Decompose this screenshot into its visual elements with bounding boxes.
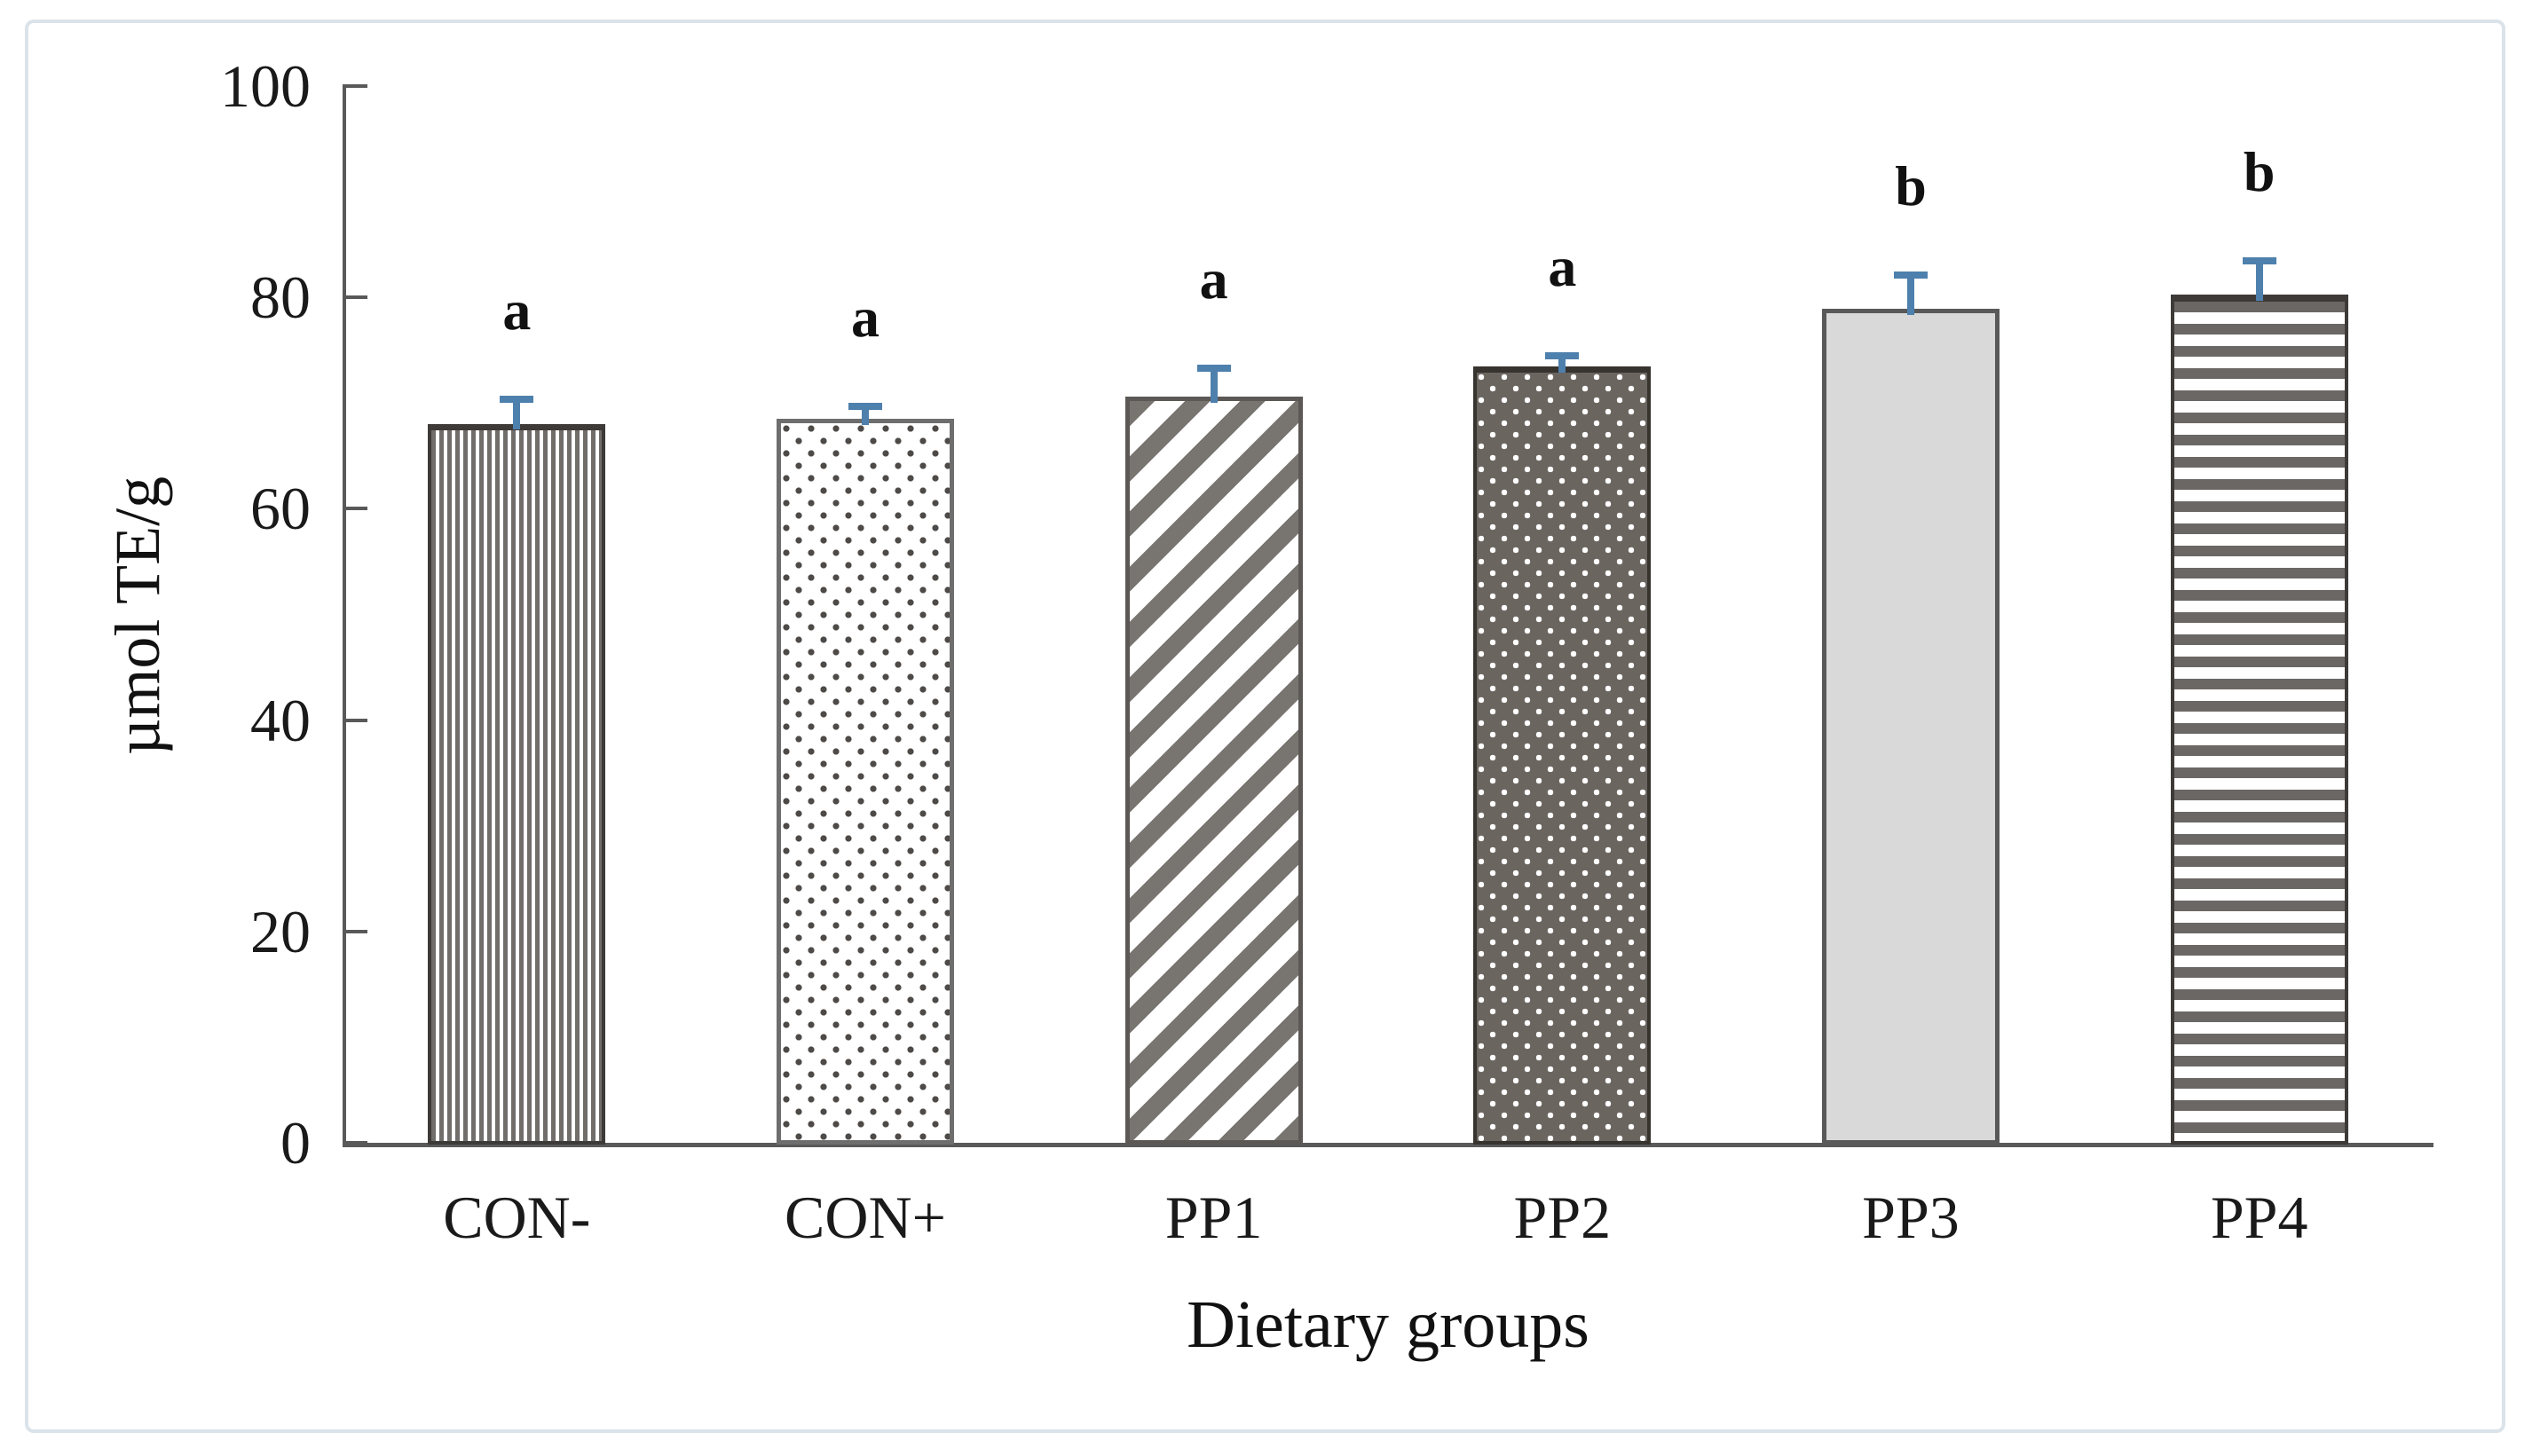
x-axis-line [343, 1143, 2433, 1147]
y-tick-label: 60 [250, 475, 311, 543]
y-tick-label: 80 [250, 264, 311, 332]
significance-letter: a [851, 285, 879, 349]
y-tick [346, 295, 367, 300]
y-axis-line [343, 84, 346, 1146]
error-bar-cap [1545, 351, 1580, 359]
y-tick-label: 0 [280, 1109, 311, 1177]
y-tick [346, 84, 367, 88]
error-bar-stem [2255, 260, 2263, 302]
bar-con [777, 418, 954, 1145]
significance-letter: a [1548, 234, 1577, 298]
bar-pp2 [1473, 366, 1652, 1145]
bar-con [428, 423, 606, 1145]
error-bar-stem [862, 405, 869, 425]
error-bar-stem [1210, 367, 1218, 403]
error-bar-stem [1558, 355, 1566, 374]
significance-letter: b [1895, 154, 1927, 218]
bar-pp4 [2170, 295, 2348, 1145]
y-tick-label: 40 [250, 686, 311, 754]
category-label-con: CON+ [785, 1184, 946, 1251]
significance-letter: a [1199, 247, 1228, 311]
error-bar-cap [500, 395, 534, 403]
y-tick-label: 100 [220, 52, 311, 120]
y-tick [346, 929, 367, 933]
y-tick [346, 1141, 367, 1145]
significance-letter: b [2243, 139, 2276, 203]
category-label-con: CON- [443, 1184, 591, 1251]
category-label-pp2: PP2 [1513, 1184, 1612, 1251]
error-bar-cap [1894, 272, 1928, 279]
bar-pp3 [1822, 308, 2000, 1145]
error-bar-stem [1907, 275, 1914, 315]
significance-letter: a [502, 278, 532, 342]
y-tick-label: 20 [250, 897, 311, 965]
error-bar-cap [848, 402, 882, 410]
category-label-pp4: PP4 [2210, 1184, 2308, 1251]
category-label-pp3: PP3 [1862, 1184, 1960, 1251]
category-label-pp1: PP1 [1164, 1184, 1263, 1251]
bar-pp1 [1124, 396, 1303, 1145]
error-bar-stem [513, 398, 521, 430]
y-tick [346, 507, 367, 511]
error-bar-cap [1196, 364, 1231, 372]
y-tick [346, 718, 367, 722]
x-axis-title: Dietary groups [1187, 1287, 1589, 1362]
error-bar-cap [2242, 256, 2276, 264]
